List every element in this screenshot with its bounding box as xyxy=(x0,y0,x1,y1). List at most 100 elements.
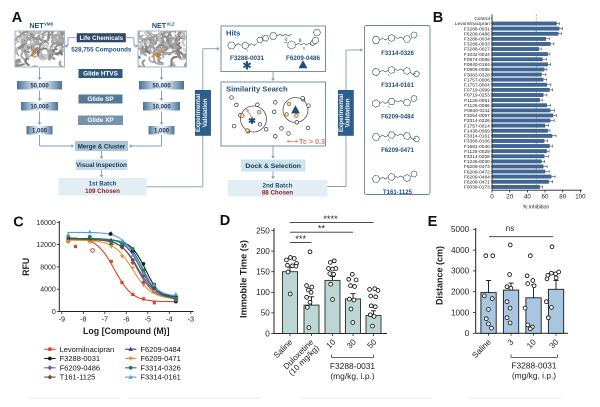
svg-text:0: 0 xyxy=(465,329,470,338)
svg-text:Glide HTVS: Glide HTVS xyxy=(83,71,119,78)
svg-text:250: 250 xyxy=(256,226,270,235)
svg-text:8000: 8000 xyxy=(40,264,56,271)
svg-text:RFU: RFU xyxy=(21,258,31,276)
svg-text:F3288-0027: F3288-0027 xyxy=(464,47,490,53)
svg-text:NET: NET xyxy=(29,21,44,30)
svg-text:F0909-0085: F0909-0085 xyxy=(464,67,490,73)
svg-text:100: 100 xyxy=(575,194,586,201)
svg-text:F6209-0484: F6209-0484 xyxy=(381,114,414,121)
svg-text:F0038-0173: F0038-0173 xyxy=(464,185,490,191)
svg-text:F1757-0004: F1757-0004 xyxy=(464,83,490,89)
svg-text:0: 0 xyxy=(265,329,270,338)
svg-text:0: 0 xyxy=(52,309,56,316)
svg-text:F3314-0208: F3314-0208 xyxy=(464,154,490,160)
svg-text:16000: 16000 xyxy=(36,220,56,227)
svg-text:Merge & Cluster: Merge & Cluster xyxy=(78,143,126,150)
svg-text:F6209-0484: F6209-0484 xyxy=(464,174,490,180)
svg-text:F3288-0031: F3288-0031 xyxy=(60,354,100,363)
svg-text:Tc > 0.3: Tc > 0.3 xyxy=(299,137,325,146)
svg-text:F6209-0473: F6209-0473 xyxy=(464,164,490,170)
svg-text:F6209-0484: F6209-0484 xyxy=(140,345,180,354)
svg-text:1st Batch: 1st Batch xyxy=(89,180,117,187)
svg-text:80: 80 xyxy=(559,194,566,201)
svg-text:Hits: Hits xyxy=(226,29,240,38)
svg-text:Experimental: Experimental xyxy=(195,93,202,132)
svg-text:200: 200 xyxy=(256,247,270,256)
svg-text:60: 60 xyxy=(542,194,549,201)
svg-text:F1438-0069: F1438-0069 xyxy=(464,128,490,134)
svg-text:F3314-0326: F3314-0326 xyxy=(464,118,490,124)
svg-text:-3: -3 xyxy=(188,314,194,323)
svg-text:NET: NET xyxy=(152,21,167,30)
svg-text:F6209-0486: F6209-0486 xyxy=(464,31,490,37)
svg-text:Visual Inspection: Visual Inspection xyxy=(76,162,127,169)
svg-text:109 Chosen: 109 Chosen xyxy=(85,188,120,195)
svg-text:F6209-0486: F6209-0486 xyxy=(60,363,100,372)
svg-text:F1125-0086: F1125-0086 xyxy=(464,103,490,109)
svg-text:F3288-0034: F3288-0034 xyxy=(464,37,490,43)
svg-text:F1125-0081: F1125-0081 xyxy=(464,98,490,104)
svg-text:528,755 Compounds: 528,755 Compounds xyxy=(71,47,132,54)
svg-text:T161-1125: T161-1125 xyxy=(383,189,413,196)
svg-text:-8: -8 xyxy=(80,314,86,323)
svg-text:F3083-0328: F3083-0328 xyxy=(464,72,490,78)
svg-text:40: 40 xyxy=(524,194,531,201)
svg-text:Levomilnacipran: Levomilnacipran xyxy=(60,345,115,354)
svg-text:T161-1125: T161-1125 xyxy=(60,373,96,382)
svg-text:88 Chosen: 88 Chosen xyxy=(262,190,294,197)
svg-text:Life Chemicals: Life Chemicals xyxy=(79,35,123,42)
svg-text:VM8: VM8 xyxy=(44,22,53,27)
svg-text:F3288-0031: F3288-0031 xyxy=(511,361,557,371)
svg-text:F1246-0030: F1246-0030 xyxy=(464,159,490,165)
svg-text:50,000: 50,000 xyxy=(30,83,49,89)
svg-text:A: A xyxy=(12,10,23,26)
svg-text:Levomilnacipran: Levomilnacipran xyxy=(455,21,490,27)
svg-text:F0719-0253: F0719-0253 xyxy=(464,93,490,99)
svg-text:VLZ: VLZ xyxy=(167,22,175,27)
svg-text:-5: -5 xyxy=(145,314,151,323)
svg-text:F6209-0471: F6209-0471 xyxy=(140,354,180,363)
svg-text:Similarity Search: Similarity Search xyxy=(226,85,288,94)
svg-text:4000: 4000 xyxy=(40,287,56,294)
svg-text:1000: 1000 xyxy=(451,308,470,317)
svg-text:Control: Control xyxy=(474,16,489,22)
svg-text:3: 3 xyxy=(506,337,516,347)
svg-text:F3314-0326: F3314-0326 xyxy=(381,50,414,57)
svg-text:F6209-0471: F6209-0471 xyxy=(464,180,490,186)
svg-text:F0719-0099: F0719-0099 xyxy=(464,88,490,94)
svg-text:Dock & Selection: Dock & Selection xyxy=(245,163,301,170)
svg-text:E: E xyxy=(428,214,438,230)
svg-text:****: **** xyxy=(323,214,338,224)
svg-text:1,000: 1,000 xyxy=(154,128,170,134)
svg-text:F3314-0161: F3314-0161 xyxy=(464,134,490,140)
svg-text:3000: 3000 xyxy=(451,267,470,276)
svg-text:150: 150 xyxy=(256,268,270,277)
svg-text:F3288-0031: F3288-0031 xyxy=(230,55,264,62)
svg-text:F3314-0161: F3314-0161 xyxy=(381,82,414,89)
svg-text:F6209-0471: F6209-0471 xyxy=(381,147,414,154)
svg-text:F3368-0106: F3368-0106 xyxy=(464,139,490,145)
svg-text:1,000: 1,000 xyxy=(32,128,48,134)
svg-text:20: 20 xyxy=(506,194,513,201)
svg-text:F3288-0031: F3288-0031 xyxy=(330,361,376,371)
svg-text:(mg/kg, i.p.): (mg/kg, i.p.) xyxy=(330,371,374,381)
svg-text:% inhibition: % inhibition xyxy=(523,204,550,210)
svg-text:Glide XP: Glide XP xyxy=(87,117,114,124)
svg-text:B: B xyxy=(433,10,443,26)
svg-text:F0840-0184: F0840-0184 xyxy=(464,62,490,68)
svg-text:F3288-0033: F3288-0033 xyxy=(464,42,490,48)
svg-text:F0874-0086: F0874-0086 xyxy=(464,57,490,63)
svg-text:4000: 4000 xyxy=(451,246,470,255)
svg-text:F1032-0034: F1032-0034 xyxy=(464,52,490,58)
svg-text:ns: ns xyxy=(506,224,515,233)
svg-text:F6209-0486: F6209-0486 xyxy=(286,55,320,62)
svg-text:Log [Compound (M)]: Log [Compound (M)] xyxy=(83,326,170,336)
svg-text:0: 0 xyxy=(490,194,494,201)
svg-text:C: C xyxy=(13,215,24,231)
svg-text:F1125-0029: F1125-0029 xyxy=(464,149,490,155)
svg-text:F1681-0040: F1681-0040 xyxy=(464,144,490,150)
svg-text:(mg/kg, i.p.): (mg/kg, i.p.) xyxy=(512,371,556,381)
svg-text:100: 100 xyxy=(256,288,270,297)
svg-text:**: ** xyxy=(318,224,326,234)
svg-text:2000: 2000 xyxy=(451,288,470,297)
